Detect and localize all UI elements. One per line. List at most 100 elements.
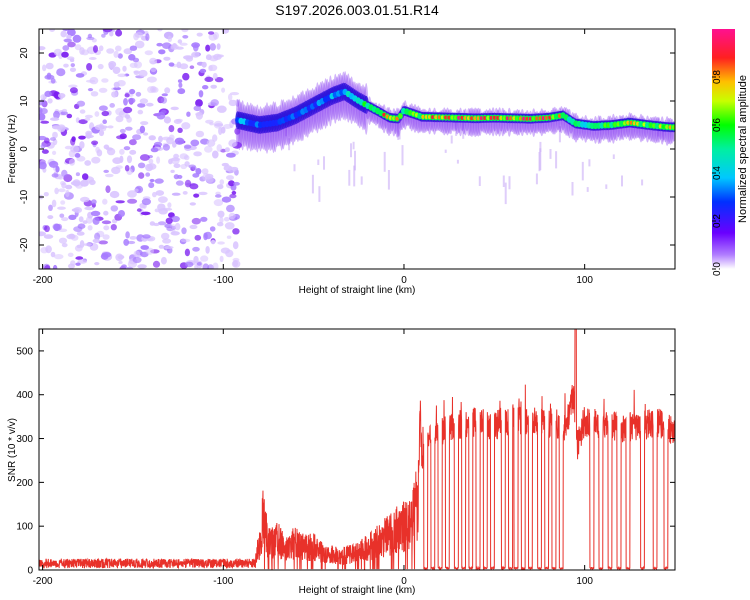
- noise-blob: [55, 165, 60, 173]
- noise-streak: [612, 154, 615, 159]
- noise-streak: [661, 127, 664, 142]
- noise-streak: [450, 135, 453, 144]
- noise-blob: [215, 194, 222, 198]
- noise-blob: [191, 42, 201, 48]
- snr-xlabel: Height of straight line (km): [299, 585, 416, 596]
- noise-blob: [170, 44, 179, 50]
- noise-blob: [84, 160, 92, 166]
- noise-blob: [50, 117, 60, 121]
- noise-blob: [101, 252, 112, 258]
- noise-blob: [139, 154, 150, 161]
- noise-blob: [174, 137, 185, 145]
- noise-blob: [66, 234, 76, 240]
- noise-blob: [49, 29, 55, 32]
- snr-ticks: -200 -100 0 100 0 100 200 300 400 500: [16, 329, 675, 587]
- noise-blob: [133, 70, 139, 76]
- noise-blob: [128, 54, 136, 61]
- noise-blob: [68, 149, 76, 158]
- noise-blob: [137, 103, 146, 108]
- noise-blob: [213, 53, 222, 61]
- noise-blob: [210, 239, 216, 245]
- noise-blob: [98, 45, 104, 52]
- noise-blob: [176, 118, 183, 123]
- noise-blob: [175, 180, 184, 186]
- noise-blob: [44, 225, 50, 233]
- noise-blob: [177, 39, 183, 44]
- noise-blob: [91, 199, 97, 205]
- noise-blob: [94, 262, 100, 266]
- noise-blob: [82, 173, 89, 181]
- noise-blob: [113, 81, 120, 88]
- noise-blob: [219, 217, 224, 224]
- noise-blob: [140, 245, 149, 250]
- noise-blob: [216, 184, 224, 190]
- y-tick-label: 10: [19, 95, 30, 107]
- noise-blob: [212, 150, 219, 159]
- noise-blob: [190, 139, 200, 147]
- noise-streak: [455, 114, 458, 136]
- noise-blob: [216, 43, 221, 50]
- noise-blob: [153, 222, 160, 227]
- noise-blob: [184, 248, 190, 257]
- noise-blob: [146, 76, 157, 83]
- noise-blob: [163, 56, 171, 61]
- noise-blob: [205, 44, 211, 52]
- noise-blob: [193, 193, 200, 198]
- y-tick-label: 0: [27, 566, 33, 577]
- ridge-peak: [671, 125, 675, 130]
- noise-blob: [168, 125, 175, 133]
- noise-blob: [158, 244, 165, 249]
- noise-blob: [69, 87, 78, 94]
- noise-blob: [69, 67, 77, 73]
- noise-blob: [110, 224, 117, 231]
- noise-blob: [101, 78, 109, 83]
- noise-blob: [156, 111, 166, 120]
- noise-blob: [173, 163, 181, 169]
- noise-blob: [105, 185, 111, 193]
- noise-streak: [586, 187, 589, 192]
- noise-blob: [91, 140, 99, 146]
- snr-frame: [38, 328, 676, 571]
- noise-blob: [126, 155, 133, 164]
- y-tick-label: 0: [19, 146, 30, 152]
- noise-blob: [133, 32, 140, 41]
- noise-blob: [158, 196, 168, 204]
- noise-blob: [179, 63, 189, 70]
- noise-blob: [170, 169, 175, 173]
- x-tick-label: 100: [576, 576, 593, 587]
- noise-blob: [40, 120, 50, 124]
- noise-blob: [224, 222, 235, 230]
- noise-blob: [74, 153, 81, 158]
- noise-blob: [47, 215, 54, 220]
- noise-blob: [127, 240, 136, 245]
- noise-blob: [63, 63, 69, 68]
- noise-blob: [171, 226, 176, 234]
- noise-blob: [129, 62, 138, 68]
- noise-blob: [68, 84, 78, 88]
- noise-blob: [88, 57, 97, 60]
- noise-blob: [231, 190, 237, 195]
- y-tick-label: 400: [16, 390, 33, 401]
- noise-blob: [78, 119, 88, 125]
- noise-blob: [178, 82, 183, 88]
- noise-blob: [217, 241, 225, 245]
- noise-blob: [60, 30, 67, 38]
- noise-blob: [62, 29, 70, 32]
- noise-blob: [180, 238, 191, 243]
- noise-blob: [165, 217, 173, 224]
- colorbar-label: Normalized spectral amplitude: [737, 75, 749, 223]
- noise-blob: [98, 129, 105, 137]
- noise-blob: [189, 65, 195, 69]
- noise-blob: [196, 32, 203, 37]
- noise-blob: [209, 226, 216, 232]
- noise-blob: [216, 144, 223, 152]
- noise-blob: [183, 155, 190, 161]
- noise-blob: [123, 106, 133, 114]
- y-tick-label: 300: [16, 434, 33, 445]
- noise-blob: [123, 98, 128, 106]
- noise-blob: [160, 256, 167, 265]
- noise-blob: [140, 211, 151, 216]
- noise-blob: [156, 42, 163, 47]
- noise-blob: [73, 226, 83, 233]
- noise-streak: [462, 119, 465, 139]
